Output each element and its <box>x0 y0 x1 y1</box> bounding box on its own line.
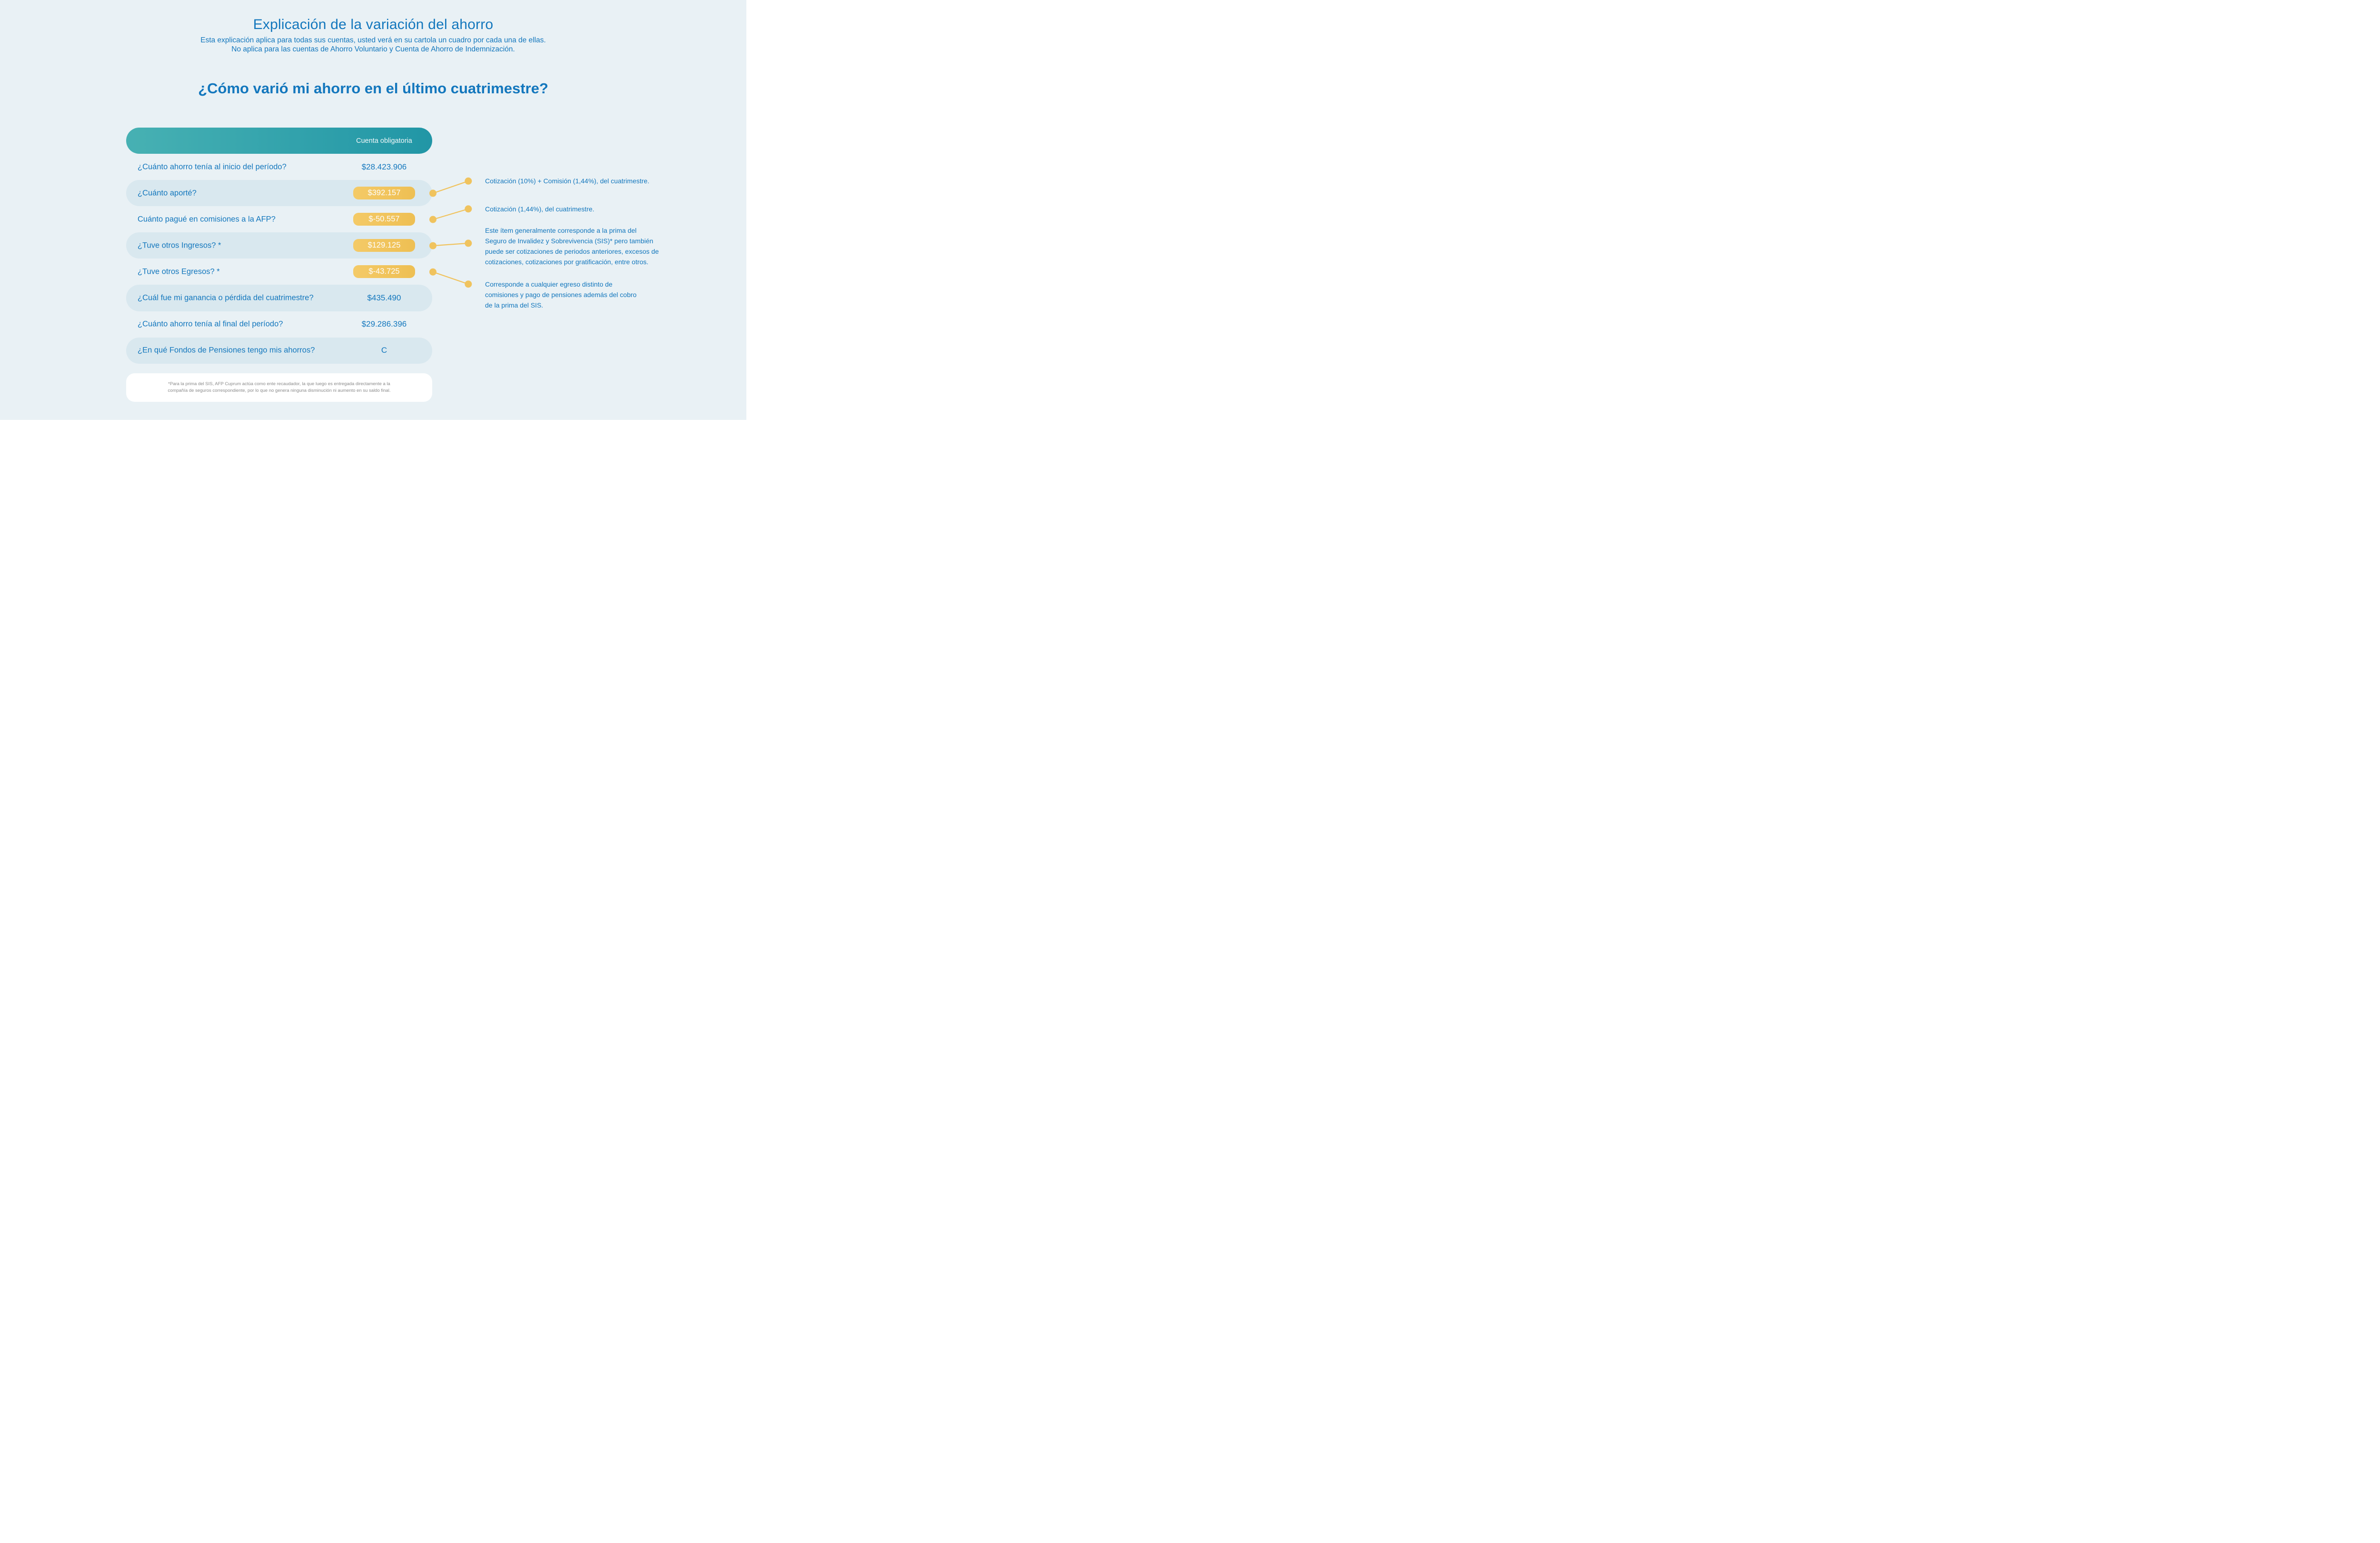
row-value: C <box>381 346 387 355</box>
row-value: $29.286.396 <box>361 319 407 329</box>
connector-dot <box>465 239 472 247</box>
row-question: Cuánto pagué en comisiones a la AFP? <box>138 215 276 224</box>
section-heading: ¿Cómo varió mi ahorro en el último cuatr… <box>198 80 548 97</box>
row-value: $28.423.906 <box>361 162 407 171</box>
row-value-pill: $-43.725 <box>353 265 415 279</box>
table-row-pension-funds: ¿En qué Fondos de Pensiones tengo mis ah… <box>126 337 432 364</box>
table-row-commissions: Cuánto pagué en comisiones a la AFP? $-5… <box>126 206 432 232</box>
row-value-pill: $392.157 <box>353 187 415 200</box>
footnote-box: *Para la prima del SIS, AFP Cuprum actúa… <box>126 373 432 402</box>
table-row-other-income: ¿Tuve otros Ingresos? * $129.125 <box>126 232 432 259</box>
table-header-bar: Cuenta obligatoria <box>126 128 432 154</box>
column-header-cuenta-obligatoria: Cuenta obligatoria <box>356 137 412 145</box>
row-value-pill: $129.125 <box>353 239 415 252</box>
row-value-pill: $-50.557 <box>353 213 415 226</box>
footnote-text: *Para la prima del SIS, AFP Cuprum actúa… <box>168 381 391 393</box>
row-question: ¿Cuánto ahorro tenía al inicio del perío… <box>138 162 287 171</box>
page-subtitle: Esta explicación aplica para todas sus c… <box>200 36 546 53</box>
connector-dot <box>465 177 472 185</box>
annotation-contributions: Cotización (10%) + Comisión (1,44%), del… <box>485 177 650 185</box>
row-question: ¿Cuánto aporté? <box>138 189 197 198</box>
row-question: ¿Tuve otros Egresos? * <box>138 267 220 276</box>
row-question: ¿Tuve otros Ingresos? * <box>138 241 221 250</box>
table-row-contributions: ¿Cuánto aporté? $392.157 <box>126 180 432 207</box>
annotation-other-income: Este ítem generalmente corresponde a la … <box>485 227 659 266</box>
table-row-other-expenses: ¿Tuve otros Egresos? * $-43.725 <box>126 259 432 285</box>
row-question: ¿Cuánto ahorro tenía al final del períod… <box>138 319 283 329</box>
statement-explanation-page: Explicación de la variación del ahorro E… <box>0 0 746 420</box>
row-question: ¿En qué Fondos de Pensiones tengo mis ah… <box>138 346 315 355</box>
annotation-commissions: Cotización (1,44%), del cuatrimestre. <box>485 205 595 213</box>
row-value: $435.490 <box>367 293 401 303</box>
table-row-final-balance: ¿Cuánto ahorro tenía al final del períod… <box>126 311 432 338</box>
annotation-other-expenses: Corresponde a cualquier egreso distinto … <box>485 280 637 309</box>
table-row-initial-balance: ¿Cuánto ahorro tenía al inicio del perío… <box>126 154 432 180</box>
connector-dot <box>465 205 472 213</box>
page-title: Explicación de la variación del ahorro <box>253 17 494 32</box>
row-question: ¿Cuál fue mi ganancia o pérdida del cuat… <box>138 293 314 302</box>
savings-variation-table: Cuenta obligatoria ¿Cuánto ahorro tenía … <box>126 128 432 364</box>
connector-dot <box>465 280 472 288</box>
table-row-gain-loss: ¿Cuál fue mi ganancia o pérdida del cuat… <box>126 285 432 311</box>
